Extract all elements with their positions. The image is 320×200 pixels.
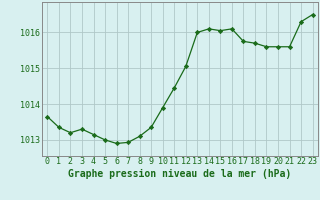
X-axis label: Graphe pression niveau de la mer (hPa): Graphe pression niveau de la mer (hPa) [68,169,292,179]
